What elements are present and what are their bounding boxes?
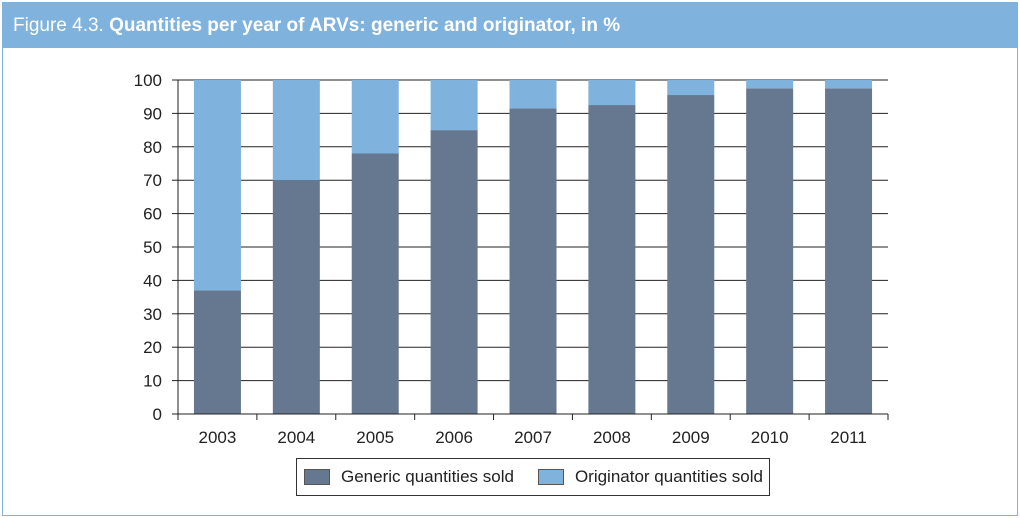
legend-label-generic: Generic quantities sold xyxy=(341,467,514,486)
bar-originator-2006 xyxy=(430,80,478,131)
tick-labels: 0 10 20 30 40 50 60 70 80 90 100 2003 2004 2005 2006 20… xyxy=(134,71,867,447)
y-tick-label: 60 xyxy=(143,205,162,224)
bar-originator-2010 xyxy=(746,80,794,89)
legend-swatch-generic xyxy=(304,469,330,485)
bar-generic-2011 xyxy=(825,88,873,414)
bars xyxy=(193,80,873,415)
bar-originator-2009 xyxy=(667,80,715,96)
y-tick-label: 100 xyxy=(134,71,162,90)
figure-title: Quantities per year of ARVs: generic and… xyxy=(109,15,621,36)
figure-title-bar: Figure 4.3. Quantities per year of ARVs:… xyxy=(3,3,1017,48)
y-tick-label: 50 xyxy=(143,238,162,257)
bar-generic-2007 xyxy=(509,108,557,414)
bar-originator-2003 xyxy=(193,80,241,291)
bar-generic-2010 xyxy=(746,88,794,414)
figure-number: Figure 4.3. xyxy=(13,15,104,36)
y-tick-label: 40 xyxy=(143,271,162,290)
legend-item-generic: Generic quantities sold xyxy=(304,467,514,487)
y-tick-label: 90 xyxy=(143,104,162,123)
x-tick-label: 2011 xyxy=(830,428,867,447)
bar-generic-2006 xyxy=(430,130,478,414)
bar-originator-2011 xyxy=(825,80,873,89)
y-tick-label: 10 xyxy=(143,372,162,391)
x-tick-label: 2003 xyxy=(199,428,237,447)
bar-generic-2008 xyxy=(588,105,636,415)
y-tick-label: 0 xyxy=(153,405,162,424)
bar-originator-2008 xyxy=(588,80,636,106)
x-tick-label: 2010 xyxy=(751,428,789,447)
x-tick-label: 2008 xyxy=(593,428,631,447)
x-tick-label: 2007 xyxy=(514,428,552,447)
axes xyxy=(172,79,889,420)
x-tick-label: 2004 xyxy=(277,428,315,447)
x-tick-label: 2006 xyxy=(435,428,473,447)
bar-generic-2003 xyxy=(193,290,241,414)
y-tick-label: 20 xyxy=(143,338,162,357)
bar-originator-2005 xyxy=(351,80,399,154)
y-tick-label: 70 xyxy=(143,171,162,190)
legend-label-originator: Originator quantities sold xyxy=(574,467,763,486)
legend-item-originator: Originator quantities sold xyxy=(537,467,763,487)
x-tick-label: 2009 xyxy=(672,428,710,447)
bar-generic-2009 xyxy=(667,95,715,414)
y-tick-label: 30 xyxy=(143,305,162,324)
bar-originator-2007 xyxy=(509,80,557,109)
bar-originator-2004 xyxy=(272,80,320,181)
y-tick-label: 80 xyxy=(143,138,162,157)
x-tick-label: 2005 xyxy=(356,428,394,447)
chart-legend: Generic quantities sold Originator quant… xyxy=(296,458,770,496)
bar-generic-2004 xyxy=(272,180,320,414)
legend-swatch-originator xyxy=(537,469,564,485)
bar-generic-2005 xyxy=(351,153,399,415)
